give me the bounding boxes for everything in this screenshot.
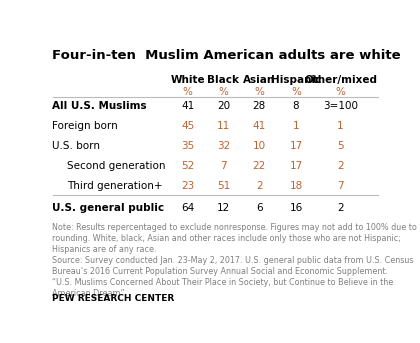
Text: Four-in-ten  Muslim American adults are white: Four-in-ten Muslim American adults are w… — [52, 49, 401, 62]
Text: Second generation: Second generation — [67, 161, 165, 171]
Text: 6: 6 — [256, 202, 262, 213]
Text: 45: 45 — [181, 121, 194, 131]
Text: 11: 11 — [217, 121, 230, 131]
Text: %: % — [183, 87, 192, 97]
Text: 5: 5 — [337, 141, 344, 151]
Text: Note: Results repercentaged to exclude nonresponse. Figures may not add to 100% : Note: Results repercentaged to exclude n… — [52, 223, 417, 298]
Text: %: % — [254, 87, 264, 97]
Text: 52: 52 — [181, 161, 194, 171]
Text: 22: 22 — [252, 161, 266, 171]
Text: 35: 35 — [181, 141, 194, 151]
Text: %: % — [336, 87, 346, 97]
Text: 2: 2 — [337, 161, 344, 171]
Text: Foreign born: Foreign born — [52, 121, 118, 131]
Text: 64: 64 — [181, 202, 194, 213]
Text: White: White — [170, 75, 205, 85]
Text: All U.S. Muslims: All U.S. Muslims — [52, 102, 147, 111]
Text: PEW RESEARCH CENTER: PEW RESEARCH CENTER — [52, 294, 175, 303]
Text: Hispanic: Hispanic — [271, 75, 321, 85]
Text: U.S. born: U.S. born — [52, 141, 100, 151]
Text: 10: 10 — [253, 141, 266, 151]
Text: 20: 20 — [217, 102, 230, 111]
Text: 1: 1 — [337, 121, 344, 131]
Text: 28: 28 — [252, 102, 266, 111]
Text: Black: Black — [207, 75, 239, 85]
Text: 1: 1 — [293, 121, 299, 131]
Text: Other/mixed: Other/mixed — [304, 75, 377, 85]
Text: %: % — [291, 87, 301, 97]
Text: 12: 12 — [217, 202, 230, 213]
Text: 7: 7 — [337, 181, 344, 191]
Text: 51: 51 — [217, 181, 230, 191]
Text: 17: 17 — [289, 161, 302, 171]
Text: 23: 23 — [181, 181, 194, 191]
Text: 18: 18 — [289, 181, 302, 191]
Text: 17: 17 — [289, 141, 302, 151]
Text: 16: 16 — [289, 202, 302, 213]
Text: 8: 8 — [293, 102, 299, 111]
Text: U.S. general public: U.S. general public — [52, 202, 165, 213]
Text: 2: 2 — [337, 202, 344, 213]
Text: 3=100: 3=100 — [323, 102, 358, 111]
Text: %: % — [218, 87, 228, 97]
Text: 32: 32 — [217, 141, 230, 151]
Text: 2: 2 — [256, 181, 262, 191]
Text: 41: 41 — [181, 102, 194, 111]
Text: 7: 7 — [220, 161, 227, 171]
Text: Third generation+: Third generation+ — [67, 181, 163, 191]
Text: Asian: Asian — [243, 75, 276, 85]
Text: 41: 41 — [252, 121, 266, 131]
